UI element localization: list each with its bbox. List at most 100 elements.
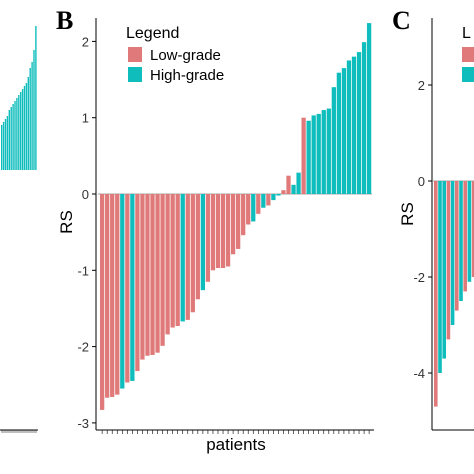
bar <box>331 87 336 194</box>
bar <box>130 194 135 381</box>
bar <box>100 194 105 410</box>
bar <box>306 120 311 194</box>
y-axis-label: RS <box>57 210 76 234</box>
y-tick-label: 1 <box>82 111 89 126</box>
bar <box>180 194 185 322</box>
bar <box>276 194 281 196</box>
bar <box>4 119 7 170</box>
bar <box>155 194 160 353</box>
panel-b-label: B <box>56 6 74 35</box>
bar <box>18 95 20 170</box>
bar <box>33 50 35 170</box>
bar <box>10 107 12 170</box>
y-tick-label: 2 <box>418 78 425 93</box>
bar <box>442 181 446 359</box>
bar <box>467 181 472 282</box>
bar <box>455 181 459 311</box>
bar <box>261 194 266 208</box>
bar <box>150 194 155 355</box>
bar <box>140 194 145 360</box>
bar <box>225 194 231 267</box>
bar <box>281 190 286 194</box>
bar <box>316 113 321 194</box>
bar <box>341 68 347 194</box>
bar <box>8 110 10 170</box>
panel-c-label: C <box>392 6 411 35</box>
bar <box>446 181 451 340</box>
bar <box>251 194 256 222</box>
bar <box>291 184 296 194</box>
bar <box>2 122 5 170</box>
bar <box>321 110 326 194</box>
bar <box>27 77 29 170</box>
bar <box>175 194 180 326</box>
bar <box>366 23 372 195</box>
bar <box>346 60 352 194</box>
legend-label: Low-grade <box>150 47 221 64</box>
bar <box>21 89 24 170</box>
y-tick-label: -3 <box>77 416 89 431</box>
bar <box>215 194 221 269</box>
bar <box>110 194 115 397</box>
bar <box>125 194 130 383</box>
bar <box>14 101 16 170</box>
legend-swatch <box>128 47 142 62</box>
bar <box>266 194 271 206</box>
bar <box>326 108 331 194</box>
bar <box>12 104 14 170</box>
bar <box>185 194 190 320</box>
y-tick-label: -1 <box>77 263 89 278</box>
legend-title: L <box>462 25 471 42</box>
bar <box>459 181 463 301</box>
bar <box>351 56 357 194</box>
bar <box>170 194 175 328</box>
bar <box>361 42 367 194</box>
bar <box>31 62 33 170</box>
bar <box>230 194 236 255</box>
bar <box>296 172 301 194</box>
bar <box>200 194 206 291</box>
bar <box>471 181 474 277</box>
bar <box>336 72 342 194</box>
legend-title: Legend <box>126 25 179 42</box>
y-tick-label: -4 <box>413 366 425 381</box>
bar <box>210 194 216 271</box>
legend-swatch <box>462 67 474 82</box>
bar <box>190 194 195 313</box>
bar <box>195 194 200 300</box>
bar <box>165 194 170 335</box>
bar <box>1 125 3 170</box>
bar <box>286 175 291 194</box>
bar <box>25 83 28 170</box>
bar <box>135 194 140 372</box>
y-tick-label: 0 <box>418 174 425 189</box>
y-tick-label: -2 <box>77 340 89 355</box>
bar <box>145 194 150 356</box>
bar <box>105 194 110 398</box>
bar <box>241 194 246 236</box>
bar <box>20 92 22 170</box>
x-axis-label: patients <box>206 435 266 454</box>
bar <box>29 68 31 170</box>
legend-label: High-grade <box>150 67 224 84</box>
legend-swatch <box>462 47 474 62</box>
bar <box>438 181 442 373</box>
bar <box>256 194 261 214</box>
bar <box>301 117 306 194</box>
bar <box>236 194 241 249</box>
bar <box>246 194 251 225</box>
bar <box>220 194 226 269</box>
y-axis-label: RS <box>398 202 417 226</box>
bar <box>205 194 211 282</box>
bar <box>160 194 165 346</box>
y-tick-label: -2 <box>413 270 425 285</box>
bar <box>35 26 37 170</box>
bar <box>463 181 467 292</box>
bar <box>271 194 276 201</box>
bar <box>120 194 125 389</box>
bar <box>115 194 120 395</box>
bar <box>450 181 455 325</box>
bar <box>23 86 26 170</box>
bar <box>311 115 316 194</box>
